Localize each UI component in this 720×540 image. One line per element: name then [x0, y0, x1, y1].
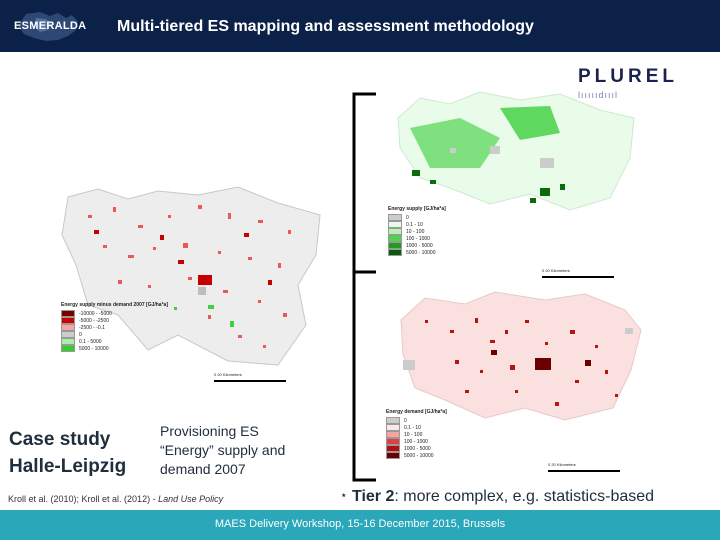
demand-legend-item: 100 - 1000 — [386, 438, 506, 445]
demand-legend-label: 0.1 - 10 — [404, 424, 421, 431]
tier-bracket — [352, 92, 376, 482]
demand-legend-swatch — [386, 445, 400, 452]
left-legend: Energy supply minus demand 2007 [GJ/ha*a… — [61, 302, 201, 352]
demand-legend-label: 1000 - 5000 — [404, 445, 431, 452]
demand-legend-swatch — [386, 452, 400, 459]
supply-legend-item: 0 — [388, 214, 508, 221]
provisioning-es-text: Provisioning ES “Energy” supply and dema… — [160, 422, 285, 479]
supply-legend-title: Energy supply [GJ/ha*a] — [388, 206, 446, 212]
left-legend-item: -10000 - -5000 — [61, 310, 201, 317]
left-legend-item: 0 — [61, 331, 201, 338]
demand-legend-swatch — [386, 424, 400, 431]
left-legend-swatch — [61, 338, 75, 345]
provision-line2: “Energy” supply and — [160, 442, 286, 458]
demand-legend-label: 100 - 1000 — [404, 438, 428, 445]
supply-legend-swatch — [388, 249, 402, 256]
demand-legend-item: 5000 - 10000 — [386, 452, 506, 459]
page-title: Multi-tiered ES mapping and assessment m… — [117, 18, 534, 35]
logo-text: ESMERALDA — [14, 20, 87, 32]
supply-legend-label: 0 — [406, 214, 409, 221]
left-legend-swatch — [61, 324, 75, 331]
supply-legend-swatch — [388, 221, 402, 228]
demand-legend-item: 10 - 100 — [386, 431, 506, 438]
demand-legend-label: 5000 - 10000 — [404, 452, 434, 459]
left-legend-swatch — [61, 310, 75, 317]
left-legend-label: -2500 - -0.1 — [79, 324, 105, 331]
left-scale: 0 20 Kilometers — [214, 372, 242, 377]
left-legend-label: 5000 - 10000 — [79, 345, 109, 352]
demand-legend-swatch — [386, 431, 400, 438]
left-scale-bar — [214, 380, 286, 382]
provision-line3: demand 2007 — [160, 461, 246, 477]
supply-legend: Energy supply [GJ/ha*a] 0 0.1 - 10 10 - 10… — [388, 206, 508, 256]
supply-scale: 0 20 Kilometers — [542, 268, 570, 273]
supply-legend-item: 0.1 - 10 — [388, 221, 508, 228]
left-legend-item: -5000 - -2500 — [61, 317, 201, 324]
provision-line1: Provisioning ES — [160, 423, 259, 439]
demand-legend: Energy demand [GJ/ha*a] 0 0.1 - 10 10 - 10… — [386, 409, 506, 459]
tier-note: ⋆ Tier 2: more complex, e.g. statistics-… — [340, 488, 654, 506]
plurel-barcode: lıııııdıııl — [578, 90, 619, 100]
plurel-word: PLUREL — [578, 66, 678, 87]
citation-main: Kroll et al. (2010); Kroll et al. (2012)… — [8, 494, 159, 504]
supply-legend-label: 10 - 100 — [406, 228, 425, 235]
supply-legend-item: 5000 - 10000 — [388, 249, 508, 256]
supply-legend-item: 10 - 100 — [388, 228, 508, 235]
header-bar: ESMERALDA Multi-tiered ES mapping and as… — [0, 0, 720, 52]
left-legend-label: -5000 - -2500 — [79, 317, 110, 324]
citation-journal: Land Use Policy — [158, 494, 224, 504]
supply-legend-item: 1000 - 5000 — [388, 242, 508, 249]
supply-legend-swatch — [388, 235, 402, 242]
left-legend-label: 0 — [79, 331, 82, 338]
left-legend-swatch — [61, 317, 75, 324]
demand-legend-swatch — [386, 417, 400, 424]
star-bullet-icon: ⋆ — [340, 488, 348, 502]
tier-description: : more complex, e.g. statistics-based — [394, 488, 655, 505]
demand-legend-title: Energy demand [GJ/ha*a] — [386, 409, 447, 415]
left-legend-item: -2500 - -0.1 — [61, 324, 201, 331]
demand-legend-item: 0.1 - 10 — [386, 424, 506, 431]
supply-legend-swatch — [388, 214, 402, 221]
left-legend-title: Energy supply minus demand 2007 [GJ/ha*a… — [61, 302, 168, 308]
energy-demand-map — [400, 291, 642, 421]
supply-minus-demand-map — [61, 186, 321, 366]
demand-legend-item: 0 — [386, 417, 506, 424]
left-legend-label: -10000 - -5000 — [79, 310, 112, 317]
demand-legend-label: 10 - 100 — [404, 431, 423, 438]
supply-legend-label: 1000 - 5000 — [406, 242, 433, 249]
plurel-logo: PLUREL lıııııdıııl — [578, 66, 688, 100]
case-study-label: Case study Halle-Leipzig — [9, 426, 126, 480]
energy-supply-map — [397, 91, 635, 211]
left-legend-label: 0.1 - 5000 — [79, 338, 102, 345]
supply-legend-item: 100 - 1000 — [388, 235, 508, 242]
footer-bar: MAES Delivery Workshop, 15-16 December 2… — [0, 510, 720, 540]
demand-legend-item: 1000 - 5000 — [386, 445, 506, 452]
demand-scale-bar — [548, 470, 620, 472]
footer-text: MAES Delivery Workshop, 15-16 December 2… — [214, 518, 506, 530]
demand-legend-swatch — [386, 438, 400, 445]
tier-label: Tier 2 — [351, 488, 395, 505]
supply-legend-swatch — [388, 242, 402, 249]
demand-legend-label: 0 — [404, 417, 407, 424]
esmeralda-logo — [18, 12, 78, 41]
supply-legend-swatch — [388, 228, 402, 235]
left-legend-swatch — [61, 345, 75, 352]
supply-scale-bar — [542, 276, 614, 278]
demand-scale: 0 20 Kilometers — [548, 462, 576, 467]
case-study-line2: Halle-Leipzig — [9, 456, 127, 477]
supply-legend-label: 0.1 - 10 — [406, 221, 423, 228]
left-legend-item: 0.1 - 5000 — [61, 338, 201, 345]
case-study-line1: Case study — [9, 429, 111, 450]
citation: Kroll et al. (2010); Kroll et al. (2012)… — [8, 494, 223, 504]
supply-legend-label: 100 - 1000 — [406, 235, 430, 242]
supply-legend-label: 5000 - 10000 — [406, 249, 436, 256]
left-legend-swatch — [61, 331, 75, 338]
left-legend-item: 5000 - 10000 — [61, 345, 201, 352]
